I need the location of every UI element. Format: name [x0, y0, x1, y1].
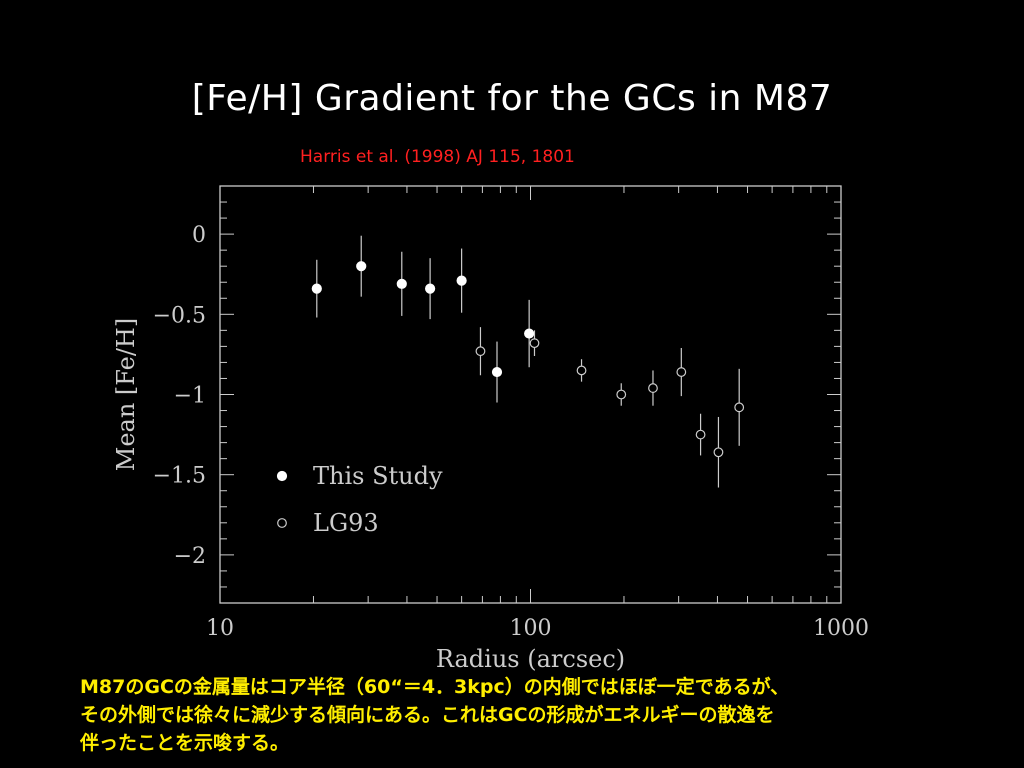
- legend-marker-this-study: [276, 470, 288, 482]
- caption-line-3: 伴ったことを示唆する。: [80, 732, 290, 754]
- data-point-lg93: [676, 367, 687, 377]
- data-point-lg93: [616, 389, 627, 400]
- plot-frame: [219, 185, 842, 604]
- y-tick-label: −1.5: [153, 464, 206, 489]
- legend-label: LG93: [313, 509, 379, 537]
- data-point-lg93: [475, 346, 486, 357]
- data-point-lg93: [529, 338, 540, 349]
- data-point-lg93: [576, 365, 587, 376]
- y-tick-label: −1: [174, 384, 206, 409]
- legend-marker-lg93: [277, 518, 287, 528]
- data-point-this-study: [396, 278, 407, 289]
- data-point-this-study: [524, 328, 535, 339]
- chart: 10 100 1000 0 −0.5 −1 −1.5 −2 Radius (arcsec) Mea…: [112, 185, 869, 673]
- data-point-this-study: [425, 283, 436, 294]
- caption-line-1: M87のGCの金属量はコア半径（60“＝4．3kpc）の内側ではほぼ一定であるが…: [80, 676, 790, 698]
- legend-label: This Study: [313, 462, 443, 490]
- x-tick-label: 100: [510, 616, 552, 641]
- data-point-lg93: [648, 383, 658, 393]
- x-axis-label: Radius (arcsec): [436, 645, 625, 673]
- data-point-this-study: [456, 275, 467, 286]
- data-point-this-study: [311, 283, 322, 294]
- data-point-this-study: [356, 261, 367, 272]
- y-tick-label: −2: [174, 544, 206, 569]
- data-point-lg93: [695, 429, 706, 440]
- x-tick-label: 10: [206, 616, 234, 641]
- data-point-lg93: [734, 402, 745, 413]
- y-axis-label: Mean [Fe/H]: [112, 318, 140, 471]
- x-tick-label: 1000: [813, 616, 869, 641]
- chart-svg: 10 100 1000 0 −0.5 −1 −1.5 −2 Radius (arcsec) Mea…: [112, 185, 869, 673]
- caption-line-2: その外側では徐々に減少する傾向にある。これはGCの形成がエネルギーの散逸を: [80, 704, 775, 726]
- y-tick-label: 0: [192, 223, 206, 248]
- y-tick-label: −0.5: [153, 303, 206, 328]
- citation: Harris et al. (1998) AJ 115, 1801: [300, 147, 575, 167]
- slide-title: [Fe/H] Gradient for the GCs in M87: [191, 78, 833, 119]
- caption: M87のGCの金属量はコア半径（60“＝4．3kpc）の内側ではほぼ一定であるが…: [80, 673, 1010, 757]
- data-point-this-study: [491, 366, 503, 378]
- data-point-lg93: [713, 447, 724, 458]
